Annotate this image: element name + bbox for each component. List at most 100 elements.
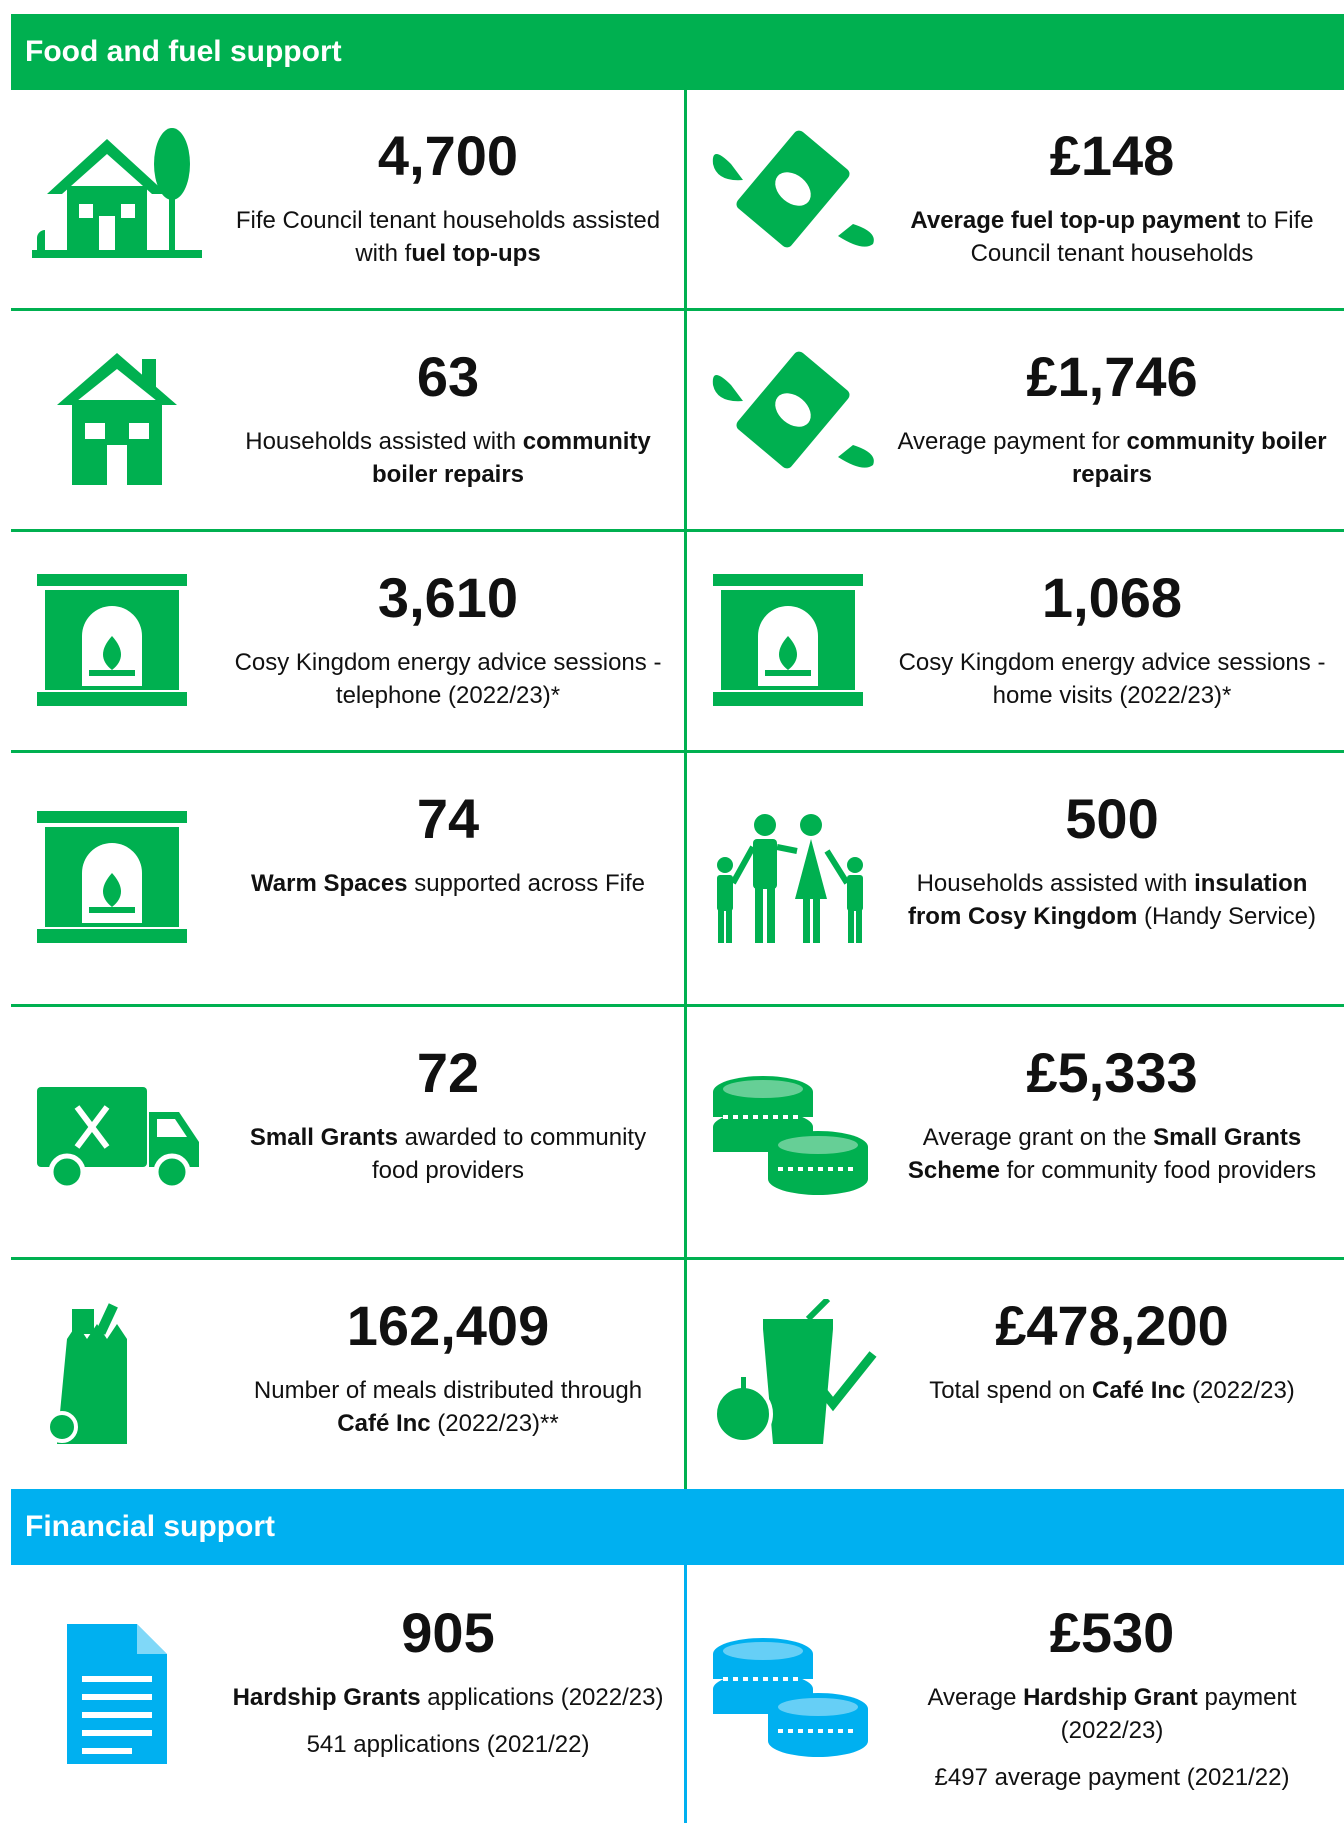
stat-cell: 1,068 Cosy Kingdom energy advice sessions…	[687, 530, 1344, 751]
stat-cell: £148 Average fuel top-up payment to Fife …	[687, 88, 1344, 309]
icon	[37, 811, 187, 943]
stat-value: 3,610	[377, 566, 519, 629]
stat-text: 162,409 Number of meals distributed throu…	[225, 1292, 671, 1440]
divider	[684, 88, 687, 1489]
stat-text: 72 Small Grants awarded to community food…	[225, 1039, 671, 1187]
section-header: Financial support	[11, 1489, 1344, 1565]
stat-cell: 74 Warm Spaces supported across Fife	[11, 751, 684, 1005]
description-run: Average	[927, 1684, 1024, 1711]
description-run: payment (2022/23)	[1060, 1684, 1297, 1744]
description-run: Fife Council tenant households assisted …	[235, 207, 661, 267]
stat-cell: £5,333 Average grant on the Small Grants …	[687, 1005, 1344, 1258]
description-run: uel top-ups	[411, 240, 541, 267]
description-run: awarded to community food providers	[371, 1124, 647, 1184]
description-run: Average payment for	[897, 428, 1127, 455]
stat-description: Cosy Kingdom energy advice sessions - te…	[225, 646, 671, 712]
description-run: Households assisted with	[916, 870, 1195, 897]
divider	[11, 1004, 1344, 1007]
stat-text: £148 Average fuel top-up payment to Fife …	[889, 122, 1335, 270]
stat-description: Fife Council tenant households assisted …	[225, 204, 671, 270]
icon	[37, 573, 187, 706]
stat-text: 74 Warm Spaces supported across Fife	[225, 785, 671, 900]
stat-description: Households assisted with community boile…	[225, 425, 671, 491]
divider	[11, 308, 1344, 311]
description-run: Small Grants Scheme	[907, 1124, 1302, 1184]
description-run: Average grant on the	[922, 1124, 1154, 1151]
description-run: (Handy Service)	[1137, 903, 1317, 930]
stat-cell: 63 Households assisted with community boi…	[11, 309, 684, 530]
stat-value: 905	[401, 1601, 495, 1664]
stat-description: Households assisted with insulation from…	[889, 867, 1335, 933]
icon	[32, 127, 202, 258]
description-run: Total spend on	[929, 1377, 1092, 1404]
stat-value: £1,746	[1026, 345, 1198, 408]
stat-cell: £530 Average Hardship Grant payment (2022…	[687, 1565, 1344, 1823]
icon	[712, 130, 874, 247]
stat-value: £148	[1049, 124, 1175, 187]
description-run: (2022/23)	[1185, 1377, 1295, 1404]
stat-text: 500 Households assisted with insulation f…	[889, 785, 1335, 933]
icon	[713, 573, 863, 706]
description-run: applications (2022/23)	[420, 1684, 664, 1711]
stat-description: Warm Spaces supported across Fife	[225, 867, 671, 900]
stat-description: Total spend on Café Inc (2022/23)	[889, 1374, 1335, 1407]
divider	[11, 1257, 1344, 1260]
stat-text: £5,333 Average grant on the Small Grants …	[889, 1039, 1335, 1187]
icon	[67, 1624, 167, 1764]
description-run: insulation from Cosy Kingdom	[907, 870, 1308, 930]
stat-cell: 162,409 Number of meals distributed throu…	[11, 1258, 684, 1489]
description-run: community boiler repairs	[371, 428, 651, 488]
stat-value: 162,409	[346, 1294, 550, 1357]
stat-cell: 4,700 Fife Council tenant households assi…	[11, 88, 684, 309]
icon	[57, 352, 177, 485]
stat-value: 500	[1065, 787, 1159, 850]
stat-cell: 905 Hardship Grants applications (2022/23…	[11, 1565, 684, 1823]
stat-value: 74	[416, 787, 480, 850]
description-run: Hardship Grants	[232, 1684, 421, 1711]
stat-cell: 3,610 Cosy Kingdom energy advice sessions…	[11, 530, 684, 751]
icon	[37, 1086, 199, 1190]
stat-note: 541 applications (2021/22)	[306, 1731, 590, 1758]
description-run: to Fife Council tenant households	[970, 207, 1314, 267]
description-run: Warm Spaces	[251, 870, 408, 897]
stat-value: £5,333	[1026, 1041, 1198, 1104]
description-run: supported across Fife	[407, 870, 645, 897]
stat-text: £1,746 Average payment for community boil…	[889, 343, 1335, 491]
stat-text: £530 Average Hardship Grant payment (2022…	[889, 1599, 1335, 1794]
divider	[11, 750, 1344, 753]
stat-description: Average fuel top-up payment to Fife Coun…	[889, 204, 1335, 270]
stat-description: Average Hardship Grant payment (2022/23)	[889, 1681, 1335, 1747]
description-run: Cosy Kingdom energy advice sessions - ho…	[898, 649, 1326, 709]
section-header: Food and fuel support	[11, 14, 1344, 90]
stat-description: Cosy Kingdom energy advice sessions - ho…	[889, 646, 1335, 712]
description-run: Small Grants	[249, 1124, 398, 1151]
stat-text: 905 Hardship Grants applications (2022/23…	[225, 1599, 671, 1761]
stat-text: £478,200 Total spend on Café Inc (2022/23…	[889, 1292, 1335, 1407]
stat-description: Small Grants awarded to community food p…	[225, 1121, 671, 1187]
stat-note: £497 average payment (2021/22)	[934, 1764, 1290, 1791]
icon	[46, 1302, 127, 1444]
stat-value: £530	[1049, 1601, 1175, 1664]
stat-text: 63 Households assisted with community boi…	[225, 343, 671, 491]
description-run: Cosy Kingdom energy advice sessions - te…	[234, 649, 662, 709]
divider	[11, 529, 1344, 532]
stat-cell: £1,746 Average payment for community boil…	[687, 309, 1344, 530]
stat-description: Hardship Grants applications (2022/23)	[225, 1681, 671, 1714]
description-run: Café Inc	[337, 1410, 431, 1437]
icon	[713, 1298, 877, 1444]
divider	[684, 1565, 687, 1823]
description-run: Café Inc	[1092, 1377, 1186, 1404]
description-run: Hardship Grant	[1023, 1684, 1198, 1711]
stat-value: £478,200	[995, 1294, 1229, 1357]
stat-cell: £478,200 Total spend on Café Inc (2022/23…	[687, 1258, 1344, 1489]
stat-description: Average payment for community boiler rep…	[889, 425, 1335, 491]
icon	[712, 351, 874, 468]
icon	[713, 1075, 868, 1195]
stat-text: 3,610 Cosy Kingdom energy advice sessions…	[225, 564, 671, 712]
description-run: Average fuel top-up payment	[910, 207, 1241, 234]
stat-cell: 72 Small Grants awarded to community food…	[11, 1005, 684, 1258]
stat-text: 4,700 Fife Council tenant households assi…	[225, 122, 671, 270]
stat-description: Average grant on the Small Grants Scheme…	[889, 1121, 1335, 1187]
stat-value: 1,068	[1041, 566, 1183, 629]
